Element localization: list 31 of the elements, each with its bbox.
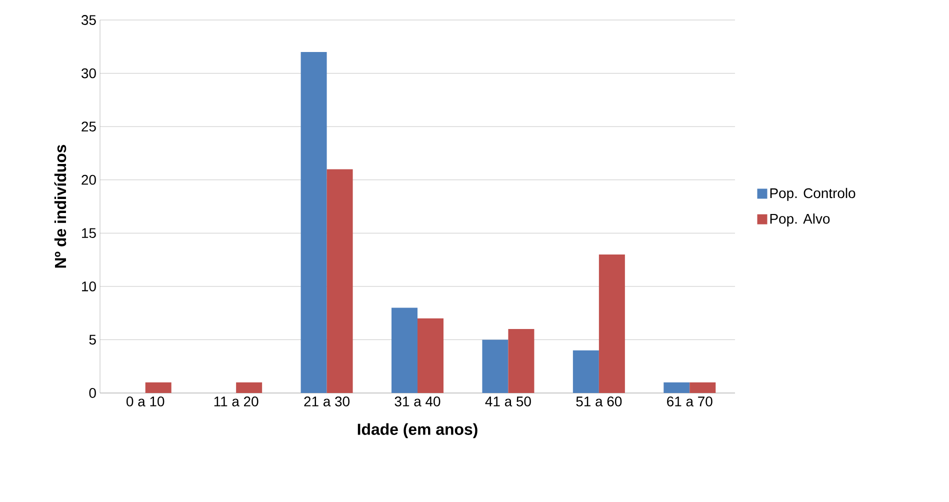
x-tick-label: 61 a 70 <box>667 396 712 406</box>
bar <box>690 382 716 393</box>
bar <box>392 308 418 393</box>
y-tick-label: 25 <box>82 122 96 132</box>
bar <box>482 340 508 393</box>
legend-label: Pop. Alvo <box>770 213 830 226</box>
bar <box>418 318 444 393</box>
x-axis-title: Idade (em anos) <box>358 423 478 438</box>
y-tick-label: 20 <box>82 174 96 185</box>
y-axis-title: Nº de indivíduos <box>54 144 66 268</box>
bar <box>300 52 327 393</box>
bar <box>508 329 534 393</box>
y-tick-label: 15 <box>82 228 96 238</box>
y-tick-label: 30 <box>82 68 96 78</box>
legend-label: Pop. Controlo <box>770 188 856 201</box>
bar <box>236 382 262 393</box>
x-tick-label: 0 a 10 <box>126 396 164 406</box>
x-tick-label: 11 a 20 <box>214 396 258 406</box>
bar <box>598 254 625 393</box>
x-tick-label: 21 a 30 <box>304 396 350 406</box>
y-tick-label: 35 <box>82 15 96 25</box>
bar <box>326 169 353 393</box>
y-tick-label: 10 <box>82 281 96 292</box>
bar <box>572 350 599 393</box>
x-tick-label: 41 a 50 <box>485 396 531 406</box>
bar <box>664 382 690 393</box>
bar <box>145 382 172 393</box>
y-tick-label: 0 <box>89 388 96 398</box>
x-tick-label: 31 a 40 <box>394 396 440 406</box>
x-tick-label: 51 a 60 <box>576 396 622 406</box>
y-tick-label: 5 <box>89 334 96 345</box>
